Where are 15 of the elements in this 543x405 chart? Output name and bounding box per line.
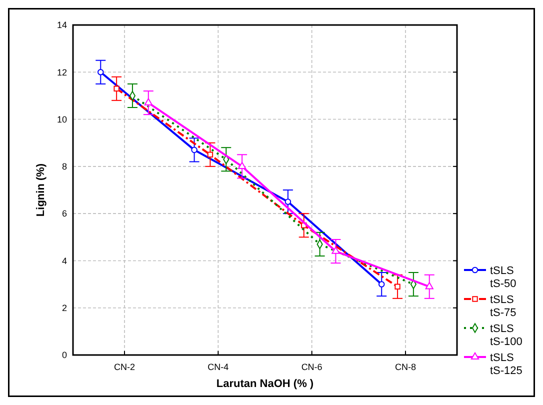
x-tick-label: CN-8 [394, 362, 416, 372]
x-tick-label: CN-6 [301, 362, 322, 372]
y-tick-label: 2 [62, 303, 67, 314]
y-tick-label: 0 [62, 350, 67, 360]
y-tick-label: 8 [62, 162, 67, 172]
x-tick-label: CN-4 [208, 362, 229, 372]
x-tick-label: CN-2 [114, 362, 136, 372]
y-tick-label: 4 [62, 256, 67, 266]
y-axis-title: Lignin (%) [35, 163, 47, 217]
y-tick-label: 10 [56, 114, 67, 124]
y-tick-label: 6 [62, 208, 67, 219]
y-tick-label: 12 [56, 67, 67, 78]
legend-label: tSLS tS-125 [490, 352, 522, 378]
y-tick-label: 14 [56, 20, 67, 30]
x-axis-title: Larutan NaOH (% ) [216, 378, 314, 390]
